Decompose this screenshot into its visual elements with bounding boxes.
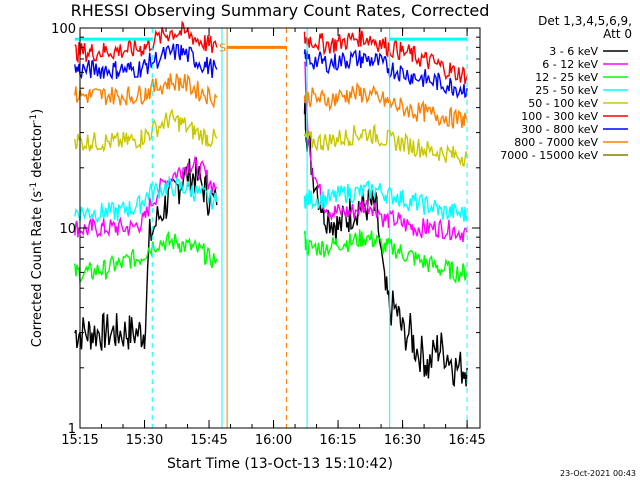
legend-label-7: 800 - 7000 keV [514,136,598,149]
x-tick-label-6: 16:45 [448,433,485,448]
series-line-1-part-1 [303,61,468,242]
timestamp-label: 23-Oct-2021 00:43 [560,469,636,478]
series-line-0-part-1 [303,95,468,388]
y-axis-label-mid: detector [30,122,45,182]
series-line-0-part-0 [74,157,218,351]
series-line-7-part-0 [74,73,218,109]
series-line-4-part-0 [74,108,218,153]
legend-label-8: 7000 - 15000 keV [500,149,598,162]
series-line-6-part-0 [74,43,218,81]
y-axis-label-main: Corrected Count Rate (s [30,191,45,348]
legend-label-3: 25 - 50 keV [535,84,598,97]
y-axis-label: Corrected Count Rate (s-1 detector-1) [29,109,45,347]
series-line-7-part-1 [303,81,468,129]
y-axis-label-sup2: -1 [29,114,39,123]
series-line-5-part-0 [74,20,218,64]
chart-title: RHESSI Observing Summary Count Rates, Co… [71,1,490,20]
y-tick-label-0: 1 [68,422,76,437]
series-line-2-part-1 [303,229,468,285]
y-tick-label-2: 100 [51,22,76,37]
legend-label-0: 3 - 6 keV [549,45,598,58]
legend-label-4: 50 - 100 keV [528,97,598,110]
series-line-3-part-1 [303,180,468,222]
series-line-5-part-1 [303,27,468,85]
legend-label-2: 12 - 25 keV [535,71,598,84]
legend-label-5: 100 - 300 keV [521,110,598,123]
y-axis-label-sup1: -1 [29,182,39,191]
series-line-2-part-0 [74,230,218,285]
y-axis-label-end: ) [30,109,45,114]
legend-label-1: 6 - 12 keV [542,58,598,71]
legend-label-6: 300 - 800 keV [521,123,598,136]
plot-area: S [74,20,468,428]
y-tick-label-1: 10 [59,222,76,237]
x-tick-label-4: 16:15 [319,433,356,448]
x-axis-label: Start Time (13-Oct-13 15:10:42) [167,456,393,472]
saa-label: S [219,41,226,54]
legend-header-line1: Det 1,3,4,5,6,9, [538,14,632,28]
x-tick-label-5: 16:30 [384,433,421,448]
series-line-4-part-1 [303,123,468,167]
x-tick-label-2: 15:45 [190,433,227,448]
x-tick-label-3: 16:00 [255,433,292,448]
x-tick-label-0: 15:15 [61,433,98,448]
series-line-1-part-0 [74,155,218,239]
series-line-6-part-1 [303,49,468,100]
legend-header-line2: Att 0 [603,27,632,41]
series-line-3-part-0 [74,176,218,224]
x-tick-label-1: 15:30 [126,433,163,448]
axes: 1 10 100 15:15 15:30 15:45 16:00 16:15 16:30 16:4… [51,22,486,448]
